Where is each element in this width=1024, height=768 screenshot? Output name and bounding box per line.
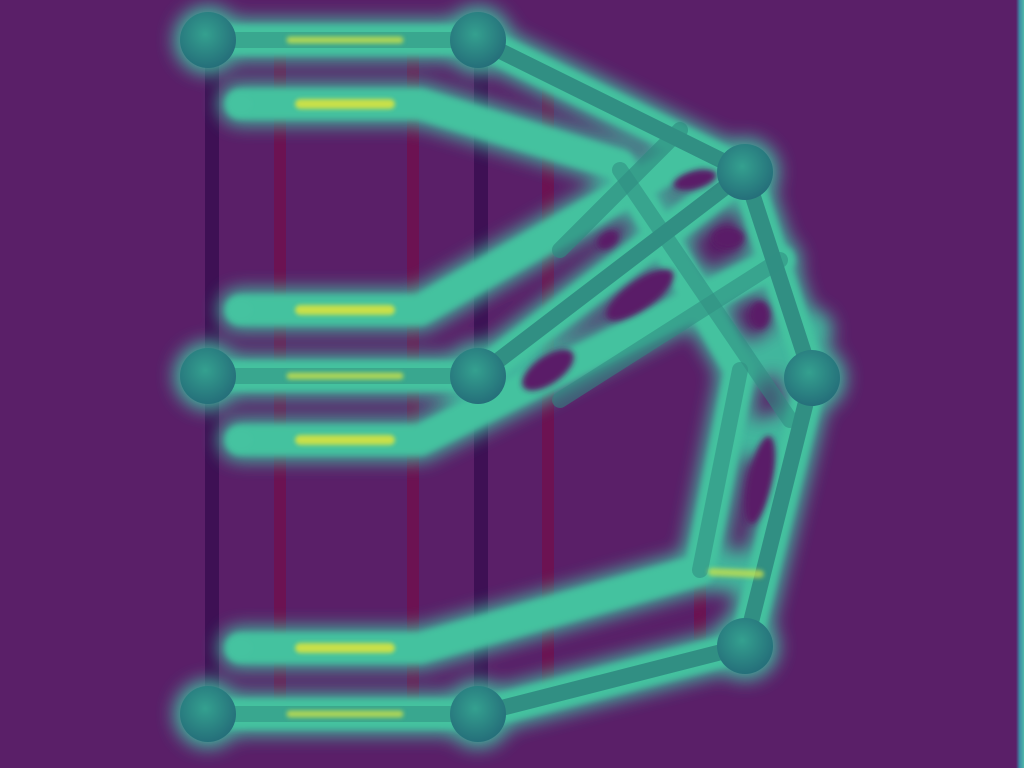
node-icon	[717, 618, 773, 674]
node-icon	[717, 144, 773, 200]
node-icon	[180, 12, 236, 68]
node-icon	[180, 686, 236, 742]
node-icon	[180, 348, 236, 404]
edge-icon	[552, 122, 688, 258]
node-icon	[450, 12, 506, 68]
node-icon	[450, 686, 506, 742]
edge-icon	[737, 370, 820, 654]
edge-icon	[470, 638, 753, 722]
edge-icon	[612, 162, 798, 428]
edge-icon	[692, 362, 748, 578]
bright-cores	[286, 36, 764, 718]
edge-icon	[470, 164, 753, 384]
node-icon	[784, 350, 840, 406]
edge-icon	[552, 252, 788, 408]
lattice-gaps	[522, 169, 776, 525]
edge-icon	[470, 32, 753, 180]
edge-icon	[737, 164, 820, 386]
joint-nodes	[180, 12, 840, 742]
right-edge-strip	[1016, 0, 1024, 768]
node-icon	[450, 348, 506, 404]
core-highlight	[708, 568, 764, 578]
